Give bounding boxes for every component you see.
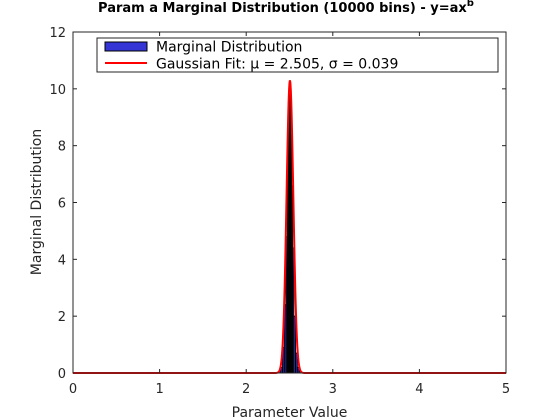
x-axis-ticks: 0 1 2 3 4 5	[69, 32, 510, 397]
legend: Marginal Distribution Gaussian Fit: μ = …	[96, 37, 499, 73]
chart-title-main: Param a Marginal Distribution (10000 bin…	[98, 1, 467, 16]
y-axis-label: Marginal Distribution	[29, 129, 45, 275]
x-tick-label: 0	[69, 382, 77, 397]
chart-title: Param a Marginal Distribution (10000 bin…	[98, 0, 474, 16]
chart-title-superscript: b	[467, 0, 474, 9]
legend-histogram-swatch	[104, 41, 148, 52]
y-tick-label: 8	[58, 140, 66, 155]
y-tick-label: 4	[58, 253, 66, 268]
legend-box	[96, 37, 499, 73]
y-tick-label: 0	[58, 367, 66, 382]
x-tick-label: 3	[329, 382, 337, 397]
y-tick-label: 10	[49, 83, 66, 98]
x-tick-label: 2	[242, 382, 250, 397]
legend-fit-label: Gaussian Fit: μ = 2.505, σ = 0.039	[156, 57, 398, 73]
x-tick-label: 5	[502, 382, 510, 397]
y-tick-label: 2	[58, 310, 66, 325]
y-tick-label: 12	[49, 26, 66, 41]
x-axis-label: Parameter Value	[232, 405, 348, 420]
chart-title-group: Param a Marginal Distribution (10000 bin…	[98, 0, 474, 16]
x-tick-label: 1	[155, 382, 163, 397]
legend-histogram-label: Marginal Distribution	[156, 40, 302, 56]
y-axis-ticks: 0 2 4 6 8 10 12	[49, 26, 506, 382]
x-tick-label: 4	[415, 382, 423, 397]
y-tick-label: 6	[58, 197, 66, 212]
